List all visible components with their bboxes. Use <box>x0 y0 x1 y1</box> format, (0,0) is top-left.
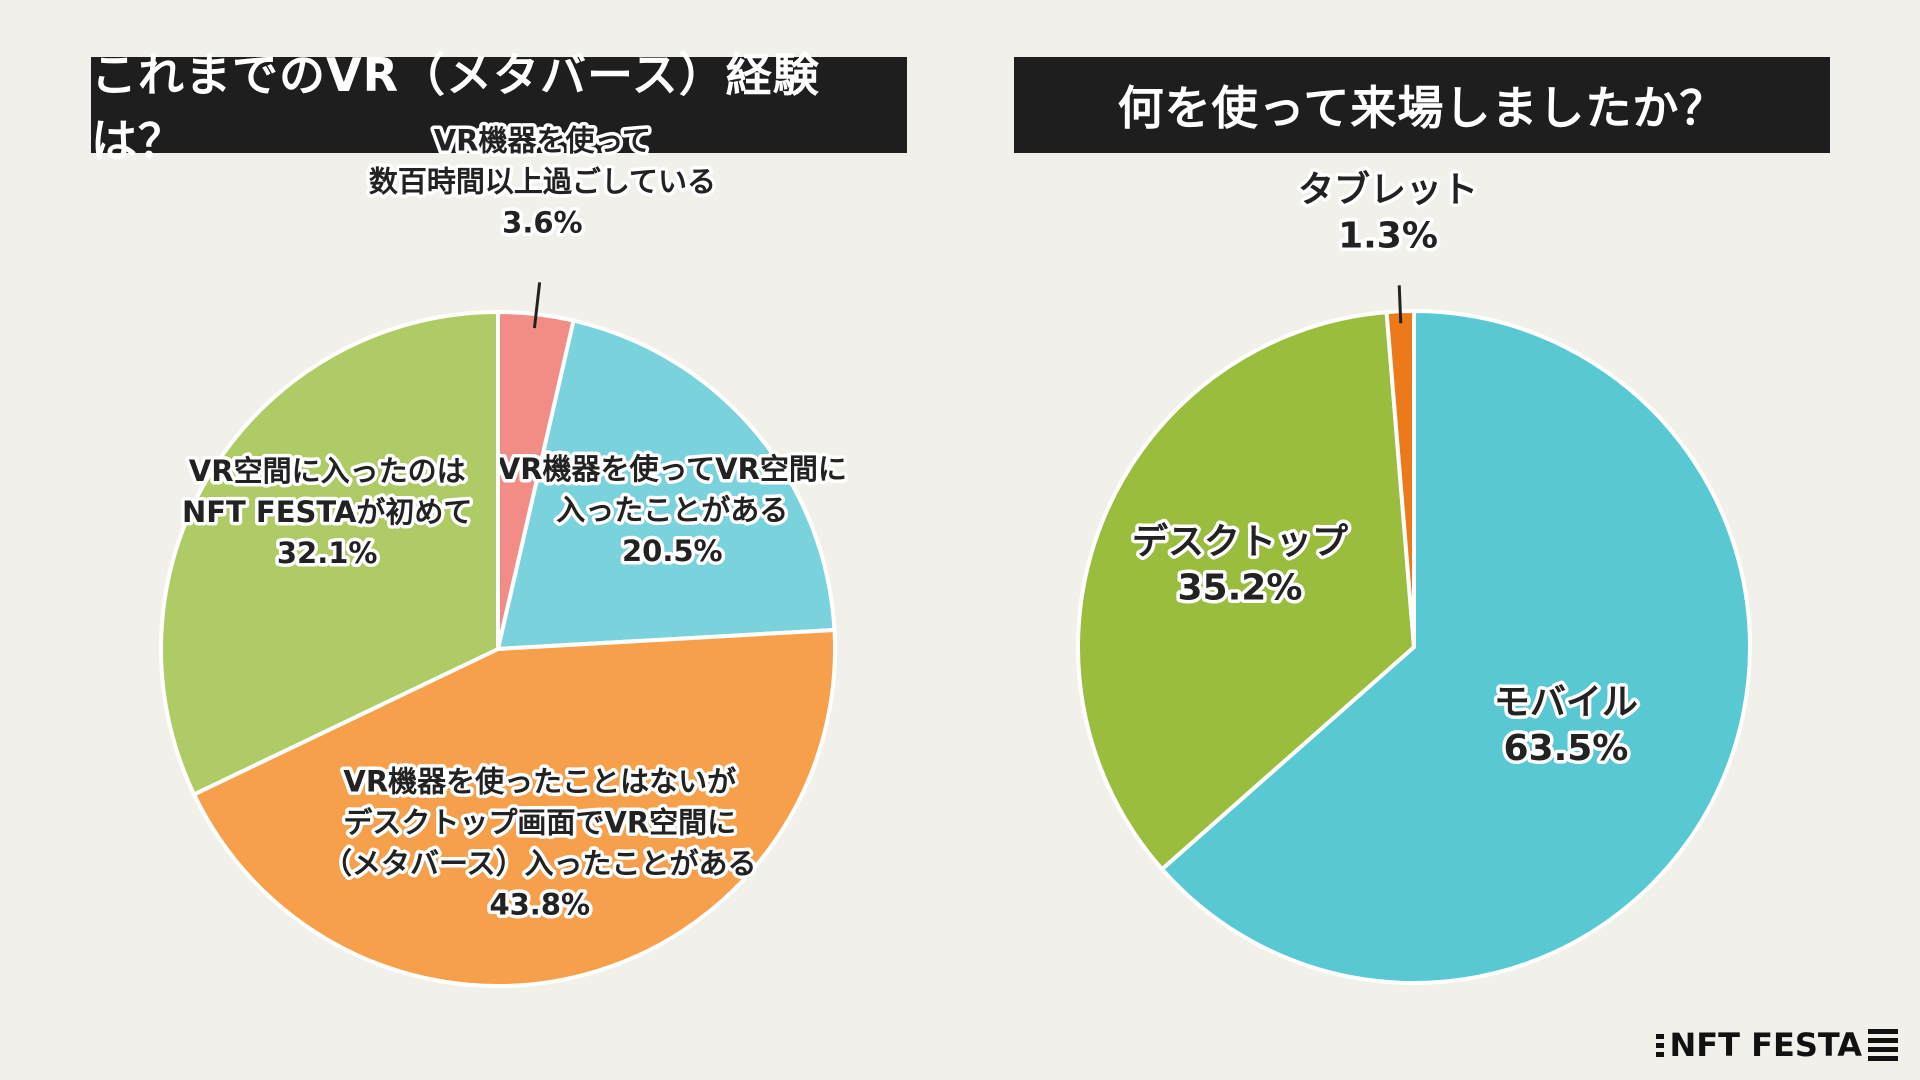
slice-label-0-2-line-0: VR機器を使ったことはないが <box>343 765 736 799</box>
slice-value-1-0: 63.5% <box>1503 728 1628 769</box>
chart-title-vr-experience: これまでのVR（メタバース）経験は？ <box>91 48 907 168</box>
logo-right-bars-icon <box>1868 1029 1898 1061</box>
pie-chart-access-device: モバイル 63.5% デスクトップ 35.2% タブレット 1.3% <box>1075 165 1752 985</box>
slice-label-0-2-line-2: （メタバース）入ったことがある <box>323 847 757 881</box>
slice-label-0-3-line-0: VR空間に入ったのは <box>189 454 466 488</box>
slice-value-1-1: 35.2% <box>1178 568 1303 609</box>
slice-value-0-1: 20.5% <box>622 534 723 568</box>
slice-label-0-1-line-1: 入ったことがある <box>556 493 788 527</box>
slice-value-0-0: 3.6% <box>502 206 582 240</box>
leader-line-0-0 <box>532 282 542 329</box>
leader-line-1-2 <box>1397 285 1403 324</box>
slice-value-1-2: 1.3% <box>1338 215 1438 256</box>
logo-text: NFT FESTA <box>1669 1026 1862 1064</box>
slice-label-0-3-line-1: NFT FESTAが初めて <box>182 495 472 529</box>
pie-slice-0-1 <box>496 318 837 651</box>
slice-label-1-0-line-0: モバイル <box>1494 682 1638 723</box>
slice-label-0-0-line-1: 数百時間以上過ごしている <box>369 165 716 199</box>
pie-slice-1-0 <box>1159 309 1752 985</box>
logo-left-bars-icon <box>1655 1033 1664 1057</box>
slice-value-0-2: 43.8% <box>489 888 590 922</box>
slice-value-0-3: 32.1% <box>277 536 378 570</box>
slice-label-0-0-line-0: VR機器を使って <box>434 124 651 158</box>
pie-slice-1-1 <box>1075 310 1416 872</box>
slice-label-1-2-line-0: タブレット <box>1298 168 1478 210</box>
nft-festa-logo: NFT FESTA <box>1655 1026 1898 1064</box>
slice-label-0-1-line-0: VR機器を使ってVR空間に <box>498 452 847 486</box>
chart-title-access-device: 何を使って来場しましたか？ <box>1014 57 1830 153</box>
pie-slice-0-3 <box>159 310 500 797</box>
slice-label-0-2-line-1: デスクトップ画面でVR空間に <box>343 806 736 840</box>
slice-label-1-1-line-0: デスクトップ <box>1132 521 1348 563</box>
